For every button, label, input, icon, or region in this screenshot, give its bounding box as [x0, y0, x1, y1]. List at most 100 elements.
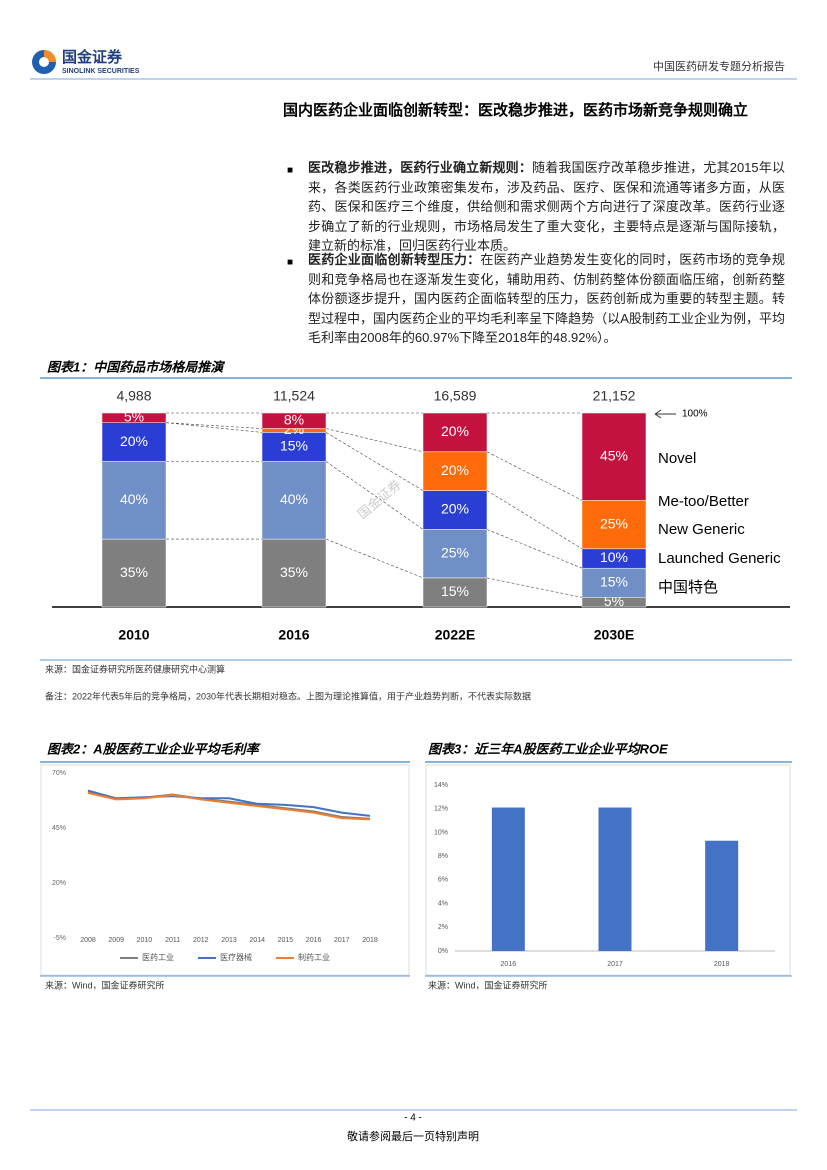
- chart-frame: [425, 764, 791, 976]
- series-label: Launched Generic: [658, 550, 781, 567]
- x-tick-label: 2011: [165, 937, 180, 944]
- y-tick-label: 70%: [52, 770, 66, 777]
- source: 来源：国金证券研究所医药健康研究中心测算: [45, 663, 225, 674]
- chart-title: 图表3：近三年A股医药工业企业平均ROE: [428, 741, 668, 756]
- page-number: - 4 -: [404, 1113, 422, 1124]
- bar-segment: [101, 538, 167, 608]
- paragraph: 医改稳步推进，医药行业确立新规则：随着我国医疗改革稳步推进，尤其2015年以来，…: [308, 158, 785, 256]
- connector: [325, 538, 424, 579]
- series-label: 中国特色: [658, 579, 718, 596]
- series-label: Me-too/Better: [658, 493, 749, 510]
- logo-text: 国金证券: [62, 48, 123, 66]
- connector: [486, 529, 583, 569]
- paragraph-lead: 医改稳步推进，医药行业确立新规则：: [308, 160, 533, 175]
- x-tick-label: 2008: [80, 937, 96, 944]
- y-tick-label: 8%: [438, 853, 448, 860]
- total-label: 16,589: [434, 388, 477, 404]
- legend-label: 医疗器械: [220, 952, 252, 962]
- data-label: 35%: [280, 564, 308, 580]
- x-tick-label: 2018: [362, 937, 378, 944]
- connector: [165, 422, 263, 433]
- series-label: New Generic: [658, 521, 745, 538]
- y-tick-label: 14%: [434, 782, 448, 789]
- line: [87, 791, 371, 821]
- data-label: 40%: [280, 491, 308, 507]
- connector: [325, 428, 424, 453]
- data-label: 15%: [441, 583, 469, 599]
- total-label: 4,988: [116, 388, 151, 404]
- y-tick-label: 0%: [438, 948, 448, 955]
- y-tick-label: -5%: [54, 935, 66, 942]
- x-tick-label: 2017: [607, 961, 623, 968]
- bar-segment: [101, 422, 167, 462]
- data-label: 45%: [600, 447, 628, 463]
- bar-segment: [581, 412, 647, 501]
- category-label: 2030E: [594, 627, 634, 643]
- legend-label: 医药工业: [142, 952, 174, 962]
- chart-title: 图表2：A股医药工业企业平均毛利率: [47, 741, 262, 756]
- bullet-icon: ■: [287, 257, 294, 268]
- y-tick-label: 4%: [438, 900, 448, 907]
- bar-segment: [261, 461, 327, 540]
- total-label: 11,524: [273, 388, 315, 404]
- bar: [598, 807, 632, 951]
- connector: [486, 490, 583, 550]
- chart-title: 图表1：中国药品市场格局推演: [47, 359, 225, 374]
- x-tick-label: 2016: [501, 961, 517, 968]
- bar-segment: [422, 490, 488, 530]
- y-tick-label: 45%: [52, 825, 66, 832]
- x-tick-label: 2016: [306, 937, 322, 944]
- bar-segment: [101, 412, 167, 423]
- bar: [491, 807, 525, 951]
- data-label: 40%: [120, 491, 148, 507]
- report-title: 中国医药研发专题分析报告: [653, 59, 785, 73]
- x-tick-label: 2014: [249, 937, 265, 944]
- bar-segment: [422, 412, 488, 453]
- data-label: 15%: [280, 438, 308, 454]
- x-tick-label: 2009: [108, 937, 124, 944]
- data-label: 20%: [120, 433, 148, 449]
- bar-segment: [101, 461, 167, 540]
- logo-subtext: SINOLINK SECURITIES: [62, 68, 140, 75]
- y-tick-label: 20%: [52, 880, 66, 887]
- connector: [486, 451, 583, 501]
- x-tick-label: 2015: [278, 937, 294, 944]
- connector: [165, 422, 263, 429]
- connector: [325, 432, 424, 491]
- bar-segment: [581, 500, 647, 550]
- source: 来源：Wind，国金证券研究所: [428, 979, 548, 990]
- bar-segment: [422, 577, 488, 608]
- y-tick-label: 6%: [438, 877, 448, 884]
- legend-label: 制药工业: [298, 952, 330, 962]
- paragraph-lead: 医药企业面临创新转型压力：: [308, 252, 481, 267]
- logo-icon: [39, 57, 49, 67]
- y-tick-label: 12%: [434, 806, 448, 813]
- annotation-arrow: [654, 409, 676, 419]
- line: [87, 789, 371, 817]
- x-tick-label: 2018: [714, 961, 730, 968]
- x-tick-label: 2010: [137, 937, 153, 944]
- x-tick-label: 2012: [193, 937, 209, 944]
- data-label: 5%: [124, 409, 144, 425]
- bar: [705, 840, 739, 951]
- connector: [486, 577, 583, 598]
- data-label: 35%: [120, 564, 148, 580]
- data-label: 25%: [441, 544, 469, 560]
- x-tick-label: 2017: [334, 937, 350, 944]
- section-title: 国内医药企业面临创新转型：医改稳步推进，医药市场新竞争规则确立: [283, 102, 749, 119]
- paragraph-text: 随着我国医疗改革稳步推进，尤其2015年以来，各类医药行业政策密集发布，涉及药品…: [308, 160, 785, 253]
- y-tick-label: 10%: [434, 829, 448, 836]
- data-label: 20%: [441, 501, 469, 517]
- data-label: 20%: [441, 423, 469, 439]
- bar-segment: [261, 538, 327, 608]
- logo-icon: [44, 50, 56, 62]
- bar-segment: [422, 529, 488, 579]
- category-label: 2022E: [435, 627, 475, 643]
- source: 来源：Wind，国金证券研究所: [45, 979, 165, 990]
- data-label: 25%: [600, 515, 628, 531]
- data-label: 15%: [600, 573, 628, 589]
- bar-segment: [422, 451, 488, 491]
- category-label: 2010: [118, 627, 149, 643]
- paragraph: 医药企业面临创新转型压力：在医药产业趋势发生变化的同时，医药市场的竞争规则和竞争…: [308, 250, 785, 348]
